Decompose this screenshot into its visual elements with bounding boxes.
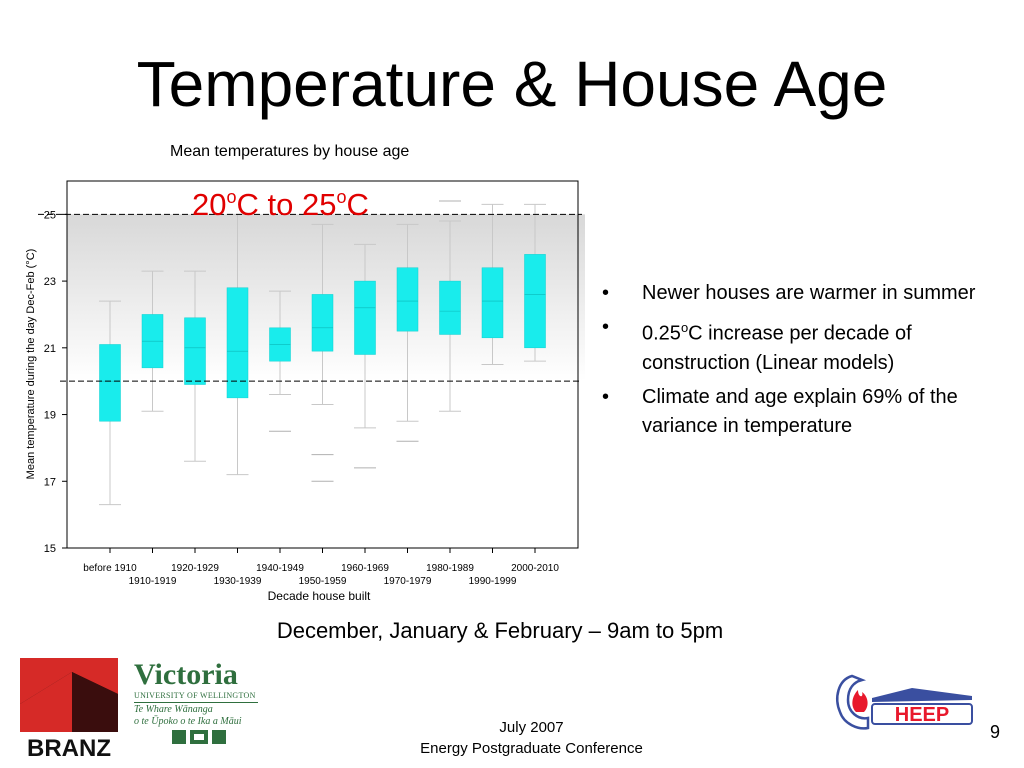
chart-caption: December, January & February – 9am to 5p… [276, 618, 724, 643]
heep-logo: HEEP [832, 668, 978, 738]
y-tick-label: 21 [44, 343, 56, 355]
box [184, 317, 206, 385]
box [439, 280, 461, 335]
annotation-part: C [346, 187, 368, 222]
bullet-item: • Climate and age explain 69% of the vari… [600, 383, 1000, 441]
box [396, 267, 419, 332]
victoria-univ: UNIVERSITY OF WELLINGTON [134, 691, 256, 700]
x-tick-label: before 1910 [83, 563, 137, 574]
annotation-part: o [336, 187, 346, 207]
branz-logo-text: BRANZ [27, 735, 111, 758]
y-axis-label: Mean temperature during the day Dec-Feb … [25, 249, 37, 480]
boxplot-chart: 15 17 19 21 23 25 before 1910 1910-1919 1920-192… [25, 180, 585, 603]
chart-title: Mean temperatures by house age [170, 143, 410, 160]
bullet-dot: • [602, 282, 610, 304]
footer-conference: Energy Postgraduate Conference [420, 740, 643, 757]
branz-logo: BRANZ [20, 658, 118, 762]
box [524, 254, 546, 349]
slide-title: Temperature & House Age [136, 48, 888, 120]
x-tick-label: 1950-1959 [299, 576, 347, 587]
y-tick-label: 23 [44, 276, 56, 288]
y-tick-label: 15 [44, 543, 56, 555]
y-tick-label: 25 [44, 209, 56, 221]
page-number: 9 [990, 722, 1001, 742]
annotation-part: C to 25 [237, 187, 337, 222]
victoria-maori-line2: o te Ūpoko o te Ika a Māui [134, 716, 242, 727]
footer-date: July 2007 [499, 719, 564, 736]
bullet-item: • Newer houses are warmer in summer [600, 279, 1000, 308]
box [354, 280, 376, 355]
bullet-dot: • [602, 385, 610, 408]
x-tick-label: 1920-1929 [171, 563, 219, 574]
bullet-item: • 0.25oC increase per decade of construct… [600, 313, 1000, 378]
range-annotation: 20oC to 25oC [192, 187, 369, 222]
annotation-part: o [226, 187, 236, 207]
x-tick-label: 1970-1979 [384, 576, 432, 587]
x-tick-label: 1980-1989 [426, 563, 474, 574]
victoria-name: Victoria [134, 658, 238, 691]
x-tick-label: 1930-1939 [214, 576, 262, 587]
x-tick-label: 1990-1999 [469, 576, 517, 587]
box [226, 287, 249, 399]
x-tick-label: 1960-1969 [341, 563, 389, 574]
y-tick-label: 19 [44, 410, 56, 422]
box [99, 344, 121, 422]
bullet-text: Newer houses are warmer in summer [642, 282, 976, 304]
x-tick-label: 2000-2010 [511, 563, 559, 574]
bullet-text: 0.25 [642, 322, 681, 345]
box [311, 294, 334, 352]
bullet-dot: • [602, 316, 610, 338]
x-tick-label: 1910-1919 [129, 576, 177, 587]
x-axis-label: Decade house built [268, 589, 371, 603]
y-tick-label: 17 [44, 476, 56, 488]
bullet-text-cont: C increase per decade of construction (L… [642, 322, 912, 374]
victoria-crest-icon [172, 730, 226, 744]
bullet-list: • Newer houses are warmer in summer • 0.25… [600, 279, 1000, 446]
degree-superscript: o [680, 320, 689, 335]
x-tick-label: 1940-1949 [256, 563, 304, 574]
victoria-university-logo: Victoria UNIVERSITY OF WELLINGTON Te Wha… [134, 660, 264, 752]
victoria-maori-line1: Te Whare Wānanga [134, 704, 213, 715]
bullet-text: Climate and age explain 69% of the varia… [642, 385, 958, 437]
victoria-divider [134, 702, 258, 703]
box [481, 267, 504, 339]
annotation-part: 20 [192, 187, 226, 222]
heep-logo-text: HEEP [895, 704, 949, 726]
